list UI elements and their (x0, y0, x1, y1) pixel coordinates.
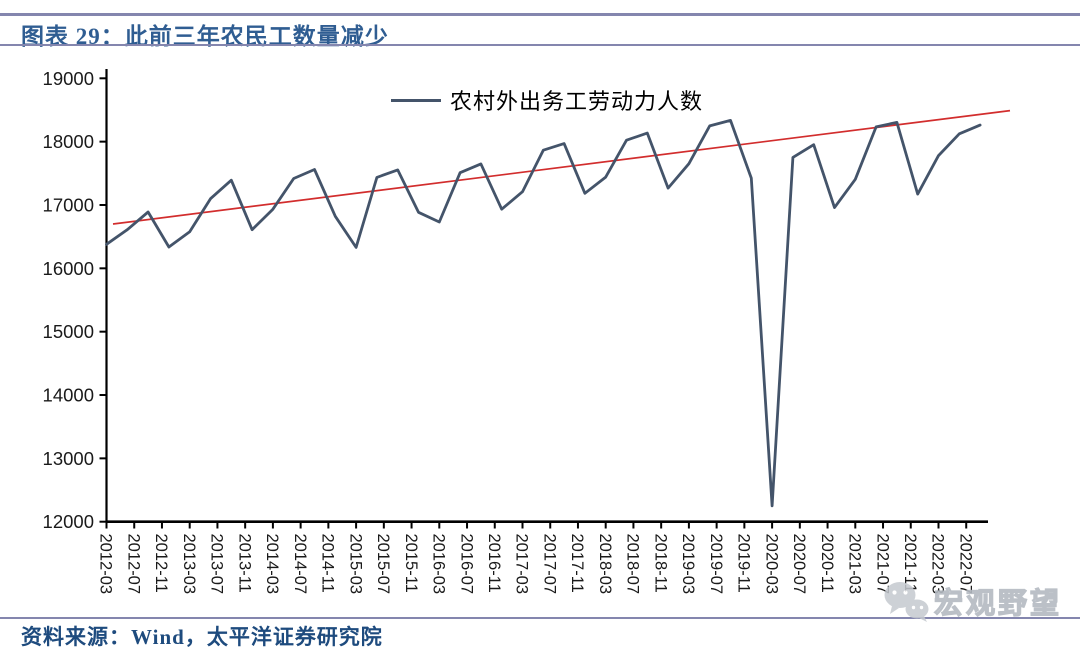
x-tick-label: 2012-07 (124, 534, 142, 595)
trend-line (112, 109, 1011, 225)
x-tick-label: 2019-11 (735, 534, 753, 593)
watermark: 宏观野望 (882, 578, 1062, 624)
x-tick-label: 2013-07 (208, 534, 226, 595)
x-tick-label: 2021-11 (901, 534, 919, 593)
x-tick-label: 2018-07 (624, 534, 642, 595)
x-tick-label: 2012-03 (97, 534, 115, 595)
x-tick-label: 2012-11 (152, 534, 170, 593)
y-tick-label: 15000 (43, 321, 94, 342)
y-tick-label: 19000 (43, 68, 94, 89)
x-tick-label: 2017-03 (513, 534, 531, 595)
x-tick-label: 2016-11 (485, 534, 503, 593)
x-tick-label: 2014-03 (263, 534, 281, 595)
title-underline (0, 44, 1080, 46)
x-tick-label: 2013-11 (235, 534, 253, 593)
x-tick-label: 2017-07 (540, 534, 558, 595)
x-tick-label: 2017-11 (568, 534, 586, 593)
series-line (105, 119, 982, 508)
y-tick-label: 18000 (43, 131, 94, 152)
x-tick-label: 2018-11 (651, 534, 669, 593)
x-tick-label: 2022-07 (956, 534, 974, 595)
wechat-icon (884, 582, 929, 622)
x-tick-label: 2019-07 (707, 534, 725, 595)
x-tick-label: 2015-03 (346, 534, 364, 595)
x-tick-label: 2020-03 (762, 534, 780, 595)
source-note: 资料来源：Wind，太平洋证券研究院 (21, 625, 383, 649)
y-tick-label: 13000 (43, 448, 94, 469)
x-tick-label: 2022-03 (929, 534, 947, 595)
y-tick-label: 17000 (43, 194, 94, 215)
x-tick-label: 2016-03 (430, 534, 448, 595)
x-tick-label: 2021-07 (873, 534, 891, 595)
x-tick-label: 2020-11 (818, 534, 836, 593)
x-tick-label: 2020-07 (790, 534, 808, 595)
x-tick-label: 2013-03 (180, 534, 198, 595)
legend-label: 农村外出务工劳动力人数 (450, 89, 704, 114)
x-tick-label: 2015-07 (374, 534, 392, 595)
y-tick-label: 12000 (43, 511, 94, 532)
top-rule (0, 13, 1080, 16)
footer-rule (0, 617, 1080, 619)
x-tick-label: 2019-03 (679, 534, 697, 595)
x-tick-label: 2016-07 (457, 534, 475, 595)
chart-legend: 农村外出务工劳动力人数 (391, 84, 703, 116)
x-tick-label: 2015-11 (402, 534, 420, 593)
y-tick-label: 14000 (43, 384, 94, 405)
watermark-text: 宏观野望 (933, 587, 1063, 620)
x-tick-label: 2014-11 (319, 534, 337, 593)
x-tick-label: 2018-03 (596, 534, 614, 595)
legend-line-swatch (391, 98, 441, 102)
y-tick-label: 16000 (43, 258, 94, 279)
x-tick-label: 2021-03 (846, 534, 864, 595)
x-tick-label: 2014-07 (291, 534, 309, 595)
